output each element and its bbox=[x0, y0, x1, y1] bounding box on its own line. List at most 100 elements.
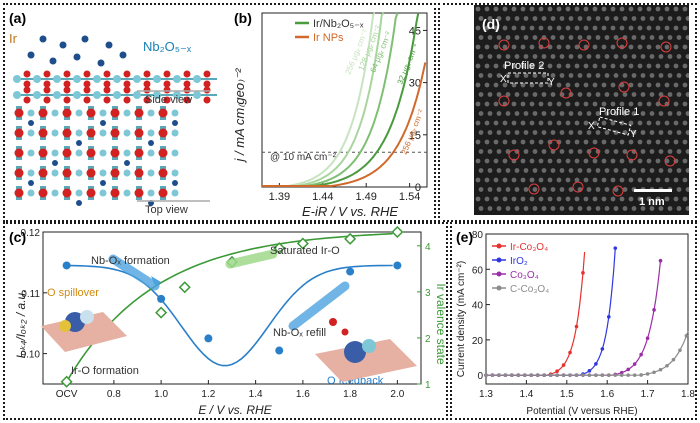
lattice-atom bbox=[649, 111, 655, 116]
lattice-atom bbox=[682, 101, 688, 107]
lattice-atom bbox=[664, 158, 670, 164]
lattice-atom bbox=[574, 120, 580, 126]
panel-e-series-point bbox=[600, 347, 605, 351]
lattice-atom bbox=[520, 101, 526, 107]
panel-e-series-point bbox=[652, 370, 656, 375]
o-atom bbox=[110, 108, 120, 118]
o-atom bbox=[103, 80, 111, 88]
panel-b-xtick-label: 1.39 bbox=[269, 191, 290, 203]
lattice-atom bbox=[682, 177, 688, 183]
lattice-atom bbox=[604, 130, 610, 135]
lattice-atom bbox=[613, 54, 619, 59]
nb-atom bbox=[147, 109, 155, 117]
lattice-atom bbox=[646, 25, 652, 31]
lattice-atom bbox=[640, 54, 646, 59]
ir-site-marker bbox=[626, 149, 638, 161]
lattice-atom bbox=[511, 6, 517, 12]
lattice-atom bbox=[523, 168, 529, 173]
lattice-atom bbox=[559, 16, 565, 21]
frame-bottom-right bbox=[450, 222, 697, 420]
o-atom bbox=[23, 80, 31, 88]
nb-atom bbox=[99, 189, 107, 197]
lattice-atom bbox=[667, 54, 673, 59]
lattice-atom bbox=[505, 111, 511, 116]
lattice-atom bbox=[478, 92, 484, 97]
lattice-atom bbox=[520, 120, 526, 126]
lattice-atom bbox=[529, 196, 535, 202]
lattice-atom bbox=[685, 168, 689, 173]
panel-e-xtick-label: 1.5 bbox=[560, 389, 574, 400]
lattice-atom bbox=[556, 196, 562, 202]
ir-atom bbox=[28, 180, 34, 186]
lattice-atom bbox=[493, 63, 499, 69]
panel-b-xtick-label: 1.54 bbox=[399, 191, 420, 203]
panel-e-series-point bbox=[607, 315, 611, 319]
lattice-atom bbox=[538, 82, 544, 88]
lattice-atom bbox=[541, 206, 547, 211]
lattice-atom bbox=[514, 206, 520, 211]
ir-atom bbox=[76, 140, 82, 146]
lattice-atom bbox=[511, 63, 517, 69]
panel-c-green-point bbox=[273, 242, 286, 255]
lattice-atom bbox=[541, 130, 547, 135]
ir-site-marker bbox=[658, 95, 670, 107]
ir-site-marker bbox=[538, 37, 550, 49]
ann-nb-refill: Nb-Oₓ refill bbox=[273, 327, 326, 339]
o-atom bbox=[38, 168, 48, 178]
lattice-atom bbox=[514, 92, 520, 97]
lattice-atom bbox=[529, 82, 535, 88]
lattice-atom bbox=[532, 16, 538, 21]
lattice-atom bbox=[619, 44, 625, 50]
frame-bottom-left bbox=[3, 222, 448, 420]
panel-e-axes bbox=[485, 233, 689, 385]
lattice-atom bbox=[613, 187, 619, 192]
o-atom bbox=[203, 96, 211, 104]
lattice-atom bbox=[655, 139, 661, 145]
o-atom bbox=[62, 148, 72, 158]
panel-e-series-point bbox=[613, 246, 618, 250]
panel-e-series-point bbox=[632, 362, 637, 366]
lattice-atom bbox=[514, 73, 520, 78]
o-atom bbox=[43, 86, 51, 94]
lattice-atom bbox=[640, 168, 646, 173]
nb-atom bbox=[99, 169, 107, 177]
lattice-atom bbox=[487, 206, 493, 211]
lattice-atom bbox=[568, 54, 574, 59]
lattice-atom bbox=[655, 177, 661, 183]
panel-e-series-point bbox=[529, 373, 534, 377]
lattice-atom bbox=[493, 82, 499, 88]
lattice-atom bbox=[646, 63, 652, 69]
panel-e-series-point bbox=[619, 373, 624, 377]
panel-c-ylabel-left: Iₒₖ₄/Iₒₖ₂ / a.u. bbox=[14, 289, 28, 358]
o-atom bbox=[143, 86, 151, 94]
lattice-atom bbox=[628, 25, 634, 31]
lattice-atom bbox=[502, 82, 508, 88]
lattice-atom bbox=[601, 139, 607, 145]
o-atom bbox=[83, 86, 91, 94]
lattice-atom bbox=[523, 92, 529, 97]
ir-site-marker bbox=[560, 87, 572, 99]
lattice-atom bbox=[658, 168, 664, 173]
lattice-atom bbox=[505, 168, 511, 173]
lattice-atom bbox=[604, 168, 610, 173]
nb-atom bbox=[147, 149, 155, 157]
lattice-atom bbox=[658, 206, 664, 211]
o-atom bbox=[103, 70, 111, 78]
lattice-atom bbox=[622, 168, 628, 173]
lattice-atom bbox=[511, 44, 517, 50]
lattice-atom bbox=[568, 168, 574, 173]
lattice-atom bbox=[658, 54, 664, 59]
o-atom bbox=[163, 86, 171, 94]
lattice-atom bbox=[613, 73, 619, 78]
nb-atom bbox=[51, 189, 59, 197]
ir-site-marker bbox=[660, 41, 672, 53]
panel-e-legend-marker bbox=[496, 285, 502, 291]
lattice-atom bbox=[610, 196, 616, 202]
o-atom bbox=[14, 108, 24, 118]
ir-atom bbox=[100, 120, 106, 126]
lattice-atom bbox=[538, 25, 544, 31]
lattice-atom bbox=[529, 63, 535, 69]
lattice-atom bbox=[511, 139, 517, 145]
lattice-atom bbox=[640, 130, 646, 135]
lattice-atom bbox=[565, 25, 571, 31]
